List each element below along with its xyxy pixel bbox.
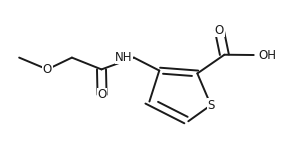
Text: OH: OH (259, 49, 277, 61)
Text: O: O (215, 24, 224, 37)
Text: O: O (97, 88, 107, 101)
Text: O: O (43, 63, 52, 76)
Text: NH: NH (115, 51, 133, 64)
Text: S: S (207, 99, 215, 112)
